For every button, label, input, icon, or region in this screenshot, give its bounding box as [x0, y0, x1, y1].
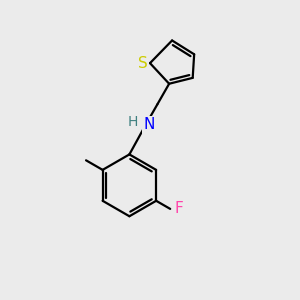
Text: S: S [138, 56, 148, 70]
Text: N: N [143, 118, 155, 133]
Text: F: F [174, 201, 183, 216]
Text: H: H [127, 115, 137, 129]
